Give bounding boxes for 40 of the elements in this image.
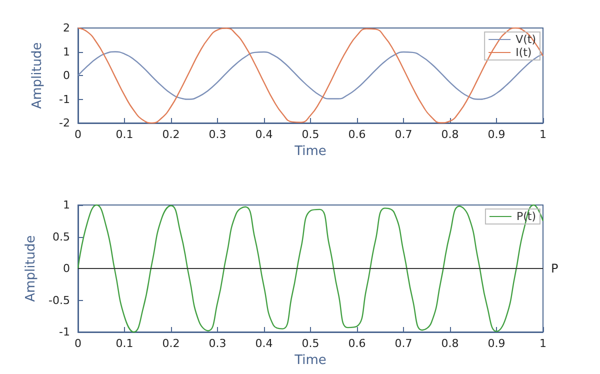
x-tick-label: 0.1 xyxy=(116,337,134,350)
y-tick-label: -1 xyxy=(59,92,70,106)
y-axis-title: Amplitude xyxy=(24,235,39,302)
line-series xyxy=(77,204,544,333)
x-tick-label: 0.4 xyxy=(255,128,273,141)
y-tick-label: -1 xyxy=(59,326,70,338)
x-tick-label: 0.5 xyxy=(302,128,320,141)
y-tick-label: -2 xyxy=(59,116,70,130)
x-tick-label: 1 xyxy=(540,337,546,350)
x-tick-label: 0.8 xyxy=(441,128,459,141)
x-tick-label: 0.9 xyxy=(488,128,506,141)
y-tick-label: 0 xyxy=(63,69,70,82)
x-tick-label: 0.3 xyxy=(208,128,226,141)
x-tick-label: 0.6 xyxy=(348,337,366,350)
x-tick-label: 0.1 xyxy=(116,128,134,141)
x-tick-label: 0 xyxy=(74,128,82,141)
y-tick-label: 2 xyxy=(63,22,70,34)
x-tick-label: 0.4 xyxy=(255,337,273,350)
x-tick-label: 0.7 xyxy=(394,128,412,141)
y-axis-title: Amplitude xyxy=(30,42,45,109)
y-tick-label: 1 xyxy=(63,198,70,212)
x-tick-label: 0.7 xyxy=(394,337,412,350)
x-tick-label: 0.3 xyxy=(208,337,226,350)
x-axis-title: Time xyxy=(294,144,326,159)
x-tick-label: 0.2 xyxy=(162,128,180,141)
x-axis-title: Time xyxy=(294,352,326,368)
ref-line-label: P xyxy=(551,262,558,276)
y-tick-label: 0 xyxy=(63,262,70,275)
x-tick-label: 0.5 xyxy=(302,337,320,350)
line-series xyxy=(77,27,544,124)
x-tick-label: 0.8 xyxy=(441,337,459,350)
x-tick-label: 0 xyxy=(74,337,82,350)
y-tick-label: 0.5 xyxy=(52,230,70,244)
x-tick-label: 0.6 xyxy=(348,128,366,141)
y-tick-label: -0.5 xyxy=(48,294,70,307)
x-tick-label: 0.2 xyxy=(162,337,180,350)
x-tick-label: 0.9 xyxy=(488,337,506,350)
y-tick-label: 1 xyxy=(63,45,70,58)
x-tick-label: 1 xyxy=(540,128,546,141)
legend-label: I(t) xyxy=(516,46,532,59)
